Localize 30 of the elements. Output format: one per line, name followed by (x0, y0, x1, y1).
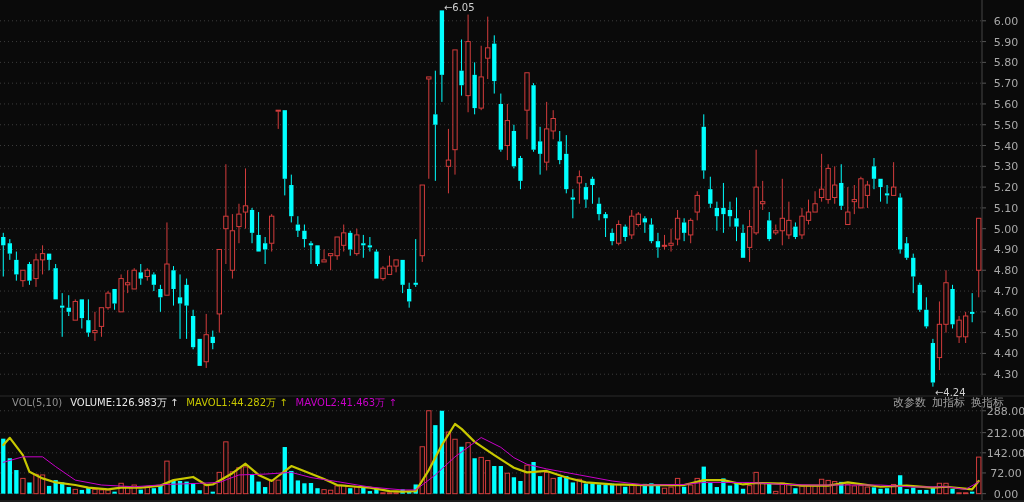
y-tick-label: 5.30 (993, 160, 1019, 174)
y-tick-label: 4.80 (993, 264, 1019, 278)
annotation: VOLUME:126.983万 ↑ (70, 397, 179, 408)
text: MAVOL2:41.463万 ↑ (295, 397, 397, 408)
y-tick-label: 142.00 (986, 446, 1024, 460)
y-tick-label: 5.20 (993, 181, 1019, 195)
annotation: 改参数 (893, 396, 926, 409)
chart-title: VOL(5,10) (12, 397, 63, 408)
y-tick-label: 4.60 (993, 305, 1019, 319)
annotation: ←6.05 (443, 2, 475, 14)
annotation: ←4.24 (934, 386, 966, 398)
y-tick-label: 5.10 (993, 201, 1019, 215)
y-tick-label: 5.90 (993, 35, 1019, 49)
y-tick-label: 4.50 (993, 326, 1019, 340)
y-tick-label: 5.60 (993, 97, 1019, 111)
y-tick-label: 4.70 (993, 285, 1019, 299)
text: MAVOL1:44.282万 ↑ (186, 397, 288, 408)
y-tick-label: 72.00 (990, 466, 1022, 480)
y-tick-label: 4.30 (993, 368, 1019, 382)
y-tick-label: 4.90 (993, 243, 1019, 257)
y-tick-label: 5.80 (993, 56, 1019, 70)
y-tick-label: 212.00 (986, 426, 1024, 440)
y-tick-label: 5.70 (993, 77, 1019, 91)
y-tick-label: 5.50 (993, 118, 1019, 132)
y-tick-label: 4.40 (993, 347, 1019, 361)
annotation: 加指标 (932, 396, 965, 409)
y-tick-label: 6.00 (993, 14, 1019, 28)
y-tick-label: 5.40 (993, 139, 1019, 153)
y-tick-label: 0.00 (993, 487, 1019, 501)
y-tick-label: 5.00 (993, 222, 1019, 236)
